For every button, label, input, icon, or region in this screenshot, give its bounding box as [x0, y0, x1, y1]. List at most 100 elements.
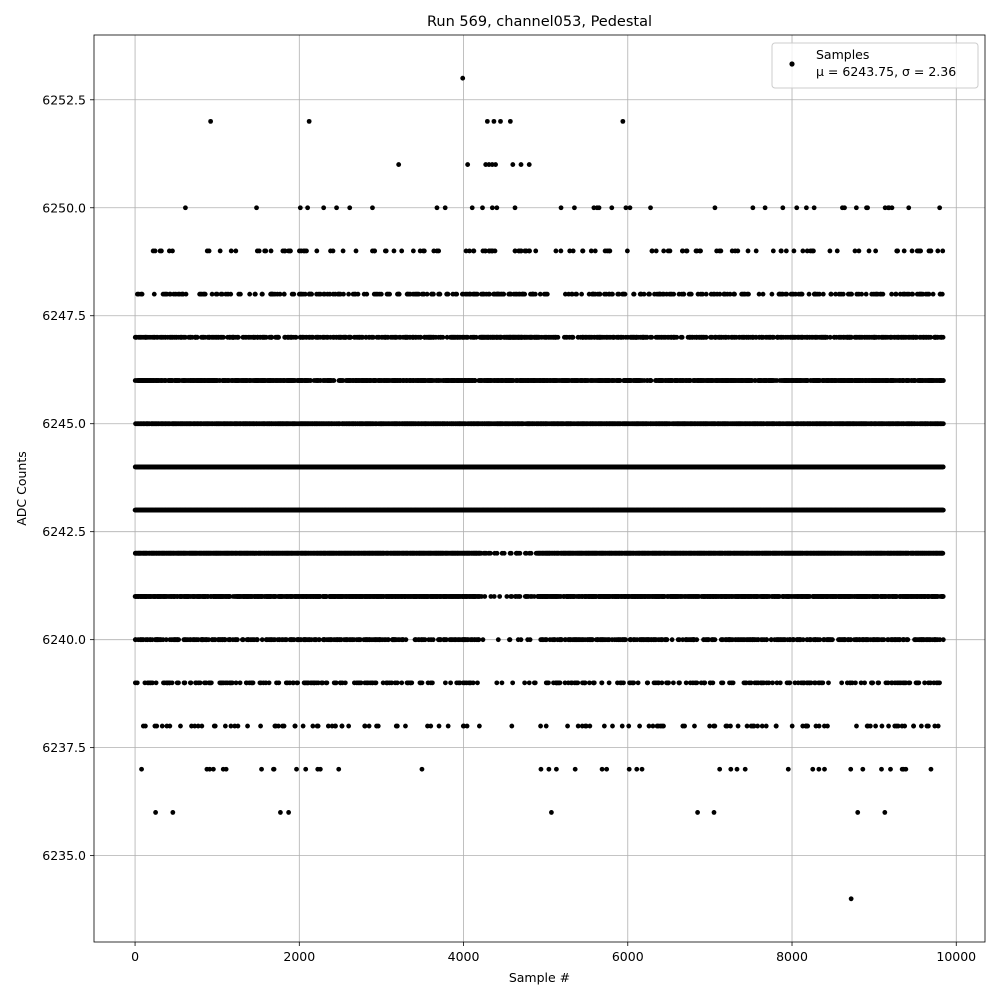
sample-point	[170, 248, 175, 254]
sample-point	[309, 291, 315, 297]
sample-point	[167, 723, 173, 729]
sample-point	[228, 291, 234, 297]
sample-point	[154, 723, 160, 729]
sample-point	[250, 680, 256, 686]
sample-point	[259, 766, 264, 772]
sample-point	[347, 205, 353, 211]
sample-point	[247, 291, 253, 297]
sample-point	[297, 205, 303, 211]
sample-point	[169, 680, 175, 686]
sample-point	[150, 680, 155, 686]
sample-point	[210, 766, 216, 772]
sample-point	[208, 680, 214, 686]
sample-point	[212, 723, 218, 729]
sample-point	[366, 723, 372, 729]
sample-point	[387, 291, 392, 297]
sample-point	[259, 291, 265, 297]
sample-point	[304, 248, 309, 254]
sample-point	[139, 291, 145, 297]
sample-point	[217, 248, 223, 254]
sample-point	[303, 766, 309, 772]
sample-point	[276, 723, 281, 729]
sample-point	[391, 248, 397, 254]
sample-point	[334, 205, 339, 211]
sample-point	[346, 723, 352, 729]
sample-point	[342, 680, 348, 686]
sample-point	[288, 248, 293, 254]
sample-point	[237, 680, 243, 686]
sample-point	[333, 680, 339, 686]
sample-point	[409, 680, 415, 686]
sample-point	[355, 291, 361, 297]
sample-point	[370, 205, 375, 211]
sample-point	[373, 680, 379, 686]
sample-point	[340, 248, 346, 254]
sample-point	[394, 723, 400, 729]
sample-point	[336, 766, 342, 772]
sample-point	[271, 766, 277, 772]
sample-point	[183, 291, 189, 297]
sample-point	[222, 723, 228, 729]
sample-point	[333, 723, 338, 729]
sample-point	[276, 680, 282, 686]
sample-point	[159, 723, 165, 729]
sample-point	[254, 637, 260, 643]
sample-point	[235, 723, 241, 729]
sample-point	[314, 248, 320, 254]
sample-point	[153, 680, 159, 686]
sample-point	[188, 680, 194, 686]
sample-point	[394, 680, 400, 686]
sample-point	[317, 766, 323, 772]
sample-point	[305, 205, 311, 211]
sample-point	[206, 248, 212, 254]
sample-point	[258, 723, 263, 729]
sample-point	[378, 291, 384, 297]
sample-point	[300, 723, 306, 729]
sample-point	[266, 680, 272, 686]
sample-point	[339, 723, 345, 729]
sample-point	[252, 291, 258, 297]
sample-point	[324, 680, 330, 686]
sample-point	[235, 637, 240, 643]
sample-point	[276, 334, 281, 340]
sample-point	[221, 334, 226, 340]
sample-point	[182, 680, 188, 686]
sample-point	[268, 248, 274, 254]
sample-point	[176, 637, 182, 643]
sample-point	[192, 723, 198, 729]
sample-point	[228, 248, 234, 254]
sample-point	[295, 680, 301, 686]
sample-point	[292, 723, 298, 729]
sample-point	[195, 723, 201, 729]
sample-point	[281, 723, 287, 729]
sample-point	[151, 291, 157, 297]
sample-point	[163, 637, 169, 643]
sample-point	[330, 248, 336, 254]
sample-point	[399, 248, 405, 254]
sample-point	[206, 637, 212, 643]
sample-point	[223, 766, 229, 772]
sample-point	[419, 766, 425, 772]
sample-point	[281, 291, 287, 297]
sample-point	[134, 680, 140, 686]
sample-point	[139, 766, 144, 772]
sample-point	[183, 205, 188, 211]
sample-point	[178, 723, 183, 729]
sample-point	[310, 723, 316, 729]
sample-point	[403, 637, 409, 643]
sample-point	[341, 291, 346, 297]
sample-point	[176, 680, 181, 686]
sample-point	[194, 334, 200, 340]
sample-point	[403, 723, 408, 729]
sample-point	[291, 291, 297, 297]
sample-point	[143, 723, 148, 729]
sample-point	[375, 723, 381, 729]
sample-point	[235, 334, 241, 340]
sample-point	[399, 680, 405, 686]
sample-point	[245, 723, 250, 729]
sample-point	[233, 248, 239, 254]
sample-point	[202, 291, 208, 297]
sample-point	[197, 680, 203, 686]
sample-point	[353, 248, 359, 254]
